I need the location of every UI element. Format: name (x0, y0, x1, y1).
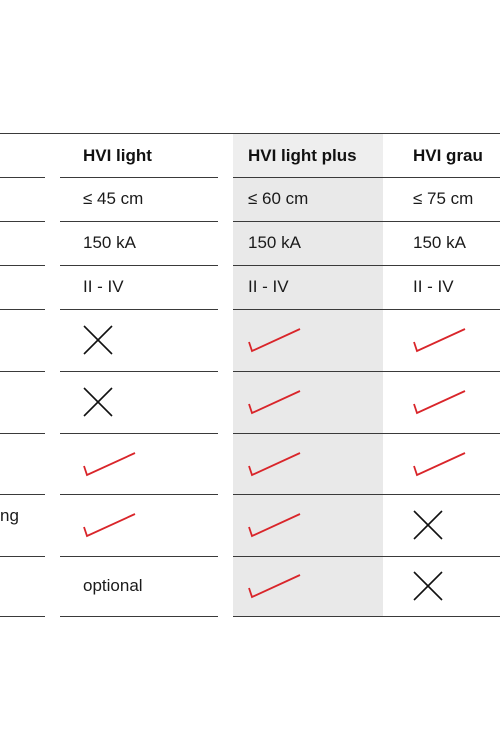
row-divider (60, 221, 218, 222)
row-divider (383, 221, 500, 222)
row-divider (60, 556, 218, 557)
table-cell: 150 kA (248, 233, 301, 252)
table-cell: II - IV (413, 277, 454, 296)
row-divider (383, 265, 500, 266)
column-header-hvi-light-plus: HVI light plus (248, 146, 357, 165)
row-divider (0, 221, 45, 222)
table-cell: optional (83, 576, 143, 595)
row-divider (233, 265, 383, 266)
row-divider (0, 265, 45, 266)
highlight-column-header-bg (233, 133, 383, 177)
check-icon (413, 451, 466, 476)
table-cell: ≤ 75 cm (413, 189, 474, 208)
cross-icon (83, 325, 113, 355)
row-divider (60, 494, 218, 495)
row-divider (383, 371, 500, 372)
row-divider (60, 371, 218, 372)
row-divider (0, 177, 45, 178)
row-divider (233, 494, 383, 495)
check-icon (248, 328, 301, 353)
row-divider (233, 371, 383, 372)
cross-icon (413, 571, 443, 601)
check-icon (248, 513, 301, 538)
table-cell: II - IV (248, 277, 289, 296)
table-cell: 150 kA (413, 233, 466, 252)
row-divider (0, 494, 45, 495)
row-divider (383, 433, 500, 434)
row-divider (383, 494, 500, 495)
table-cell: ≤ 45 cm (83, 189, 144, 208)
row-divider (233, 433, 383, 434)
row-divider (233, 221, 383, 222)
row-divider (233, 177, 383, 178)
table-bottom-rule (233, 616, 383, 617)
check-icon (248, 390, 301, 415)
check-icon (413, 390, 466, 415)
row-label-fragment: ng (0, 506, 19, 525)
row-divider (383, 556, 500, 557)
table-cell: ≤ 60 cm (248, 189, 309, 208)
check-icon (248, 451, 301, 476)
row-divider (0, 309, 45, 310)
column-header-hvi-grau: HVI grau (413, 146, 483, 165)
check-icon (83, 451, 136, 476)
row-divider (0, 371, 45, 372)
row-divider (383, 177, 500, 178)
table-bottom-rule (0, 616, 45, 617)
row-divider (233, 309, 383, 310)
row-divider (60, 309, 218, 310)
header-top-rule (0, 133, 500, 134)
row-divider (233, 556, 383, 557)
check-icon (413, 328, 466, 353)
column-header-hvi-light: HVI light (83, 146, 152, 165)
cross-icon (413, 510, 443, 540)
table-bottom-rule (60, 616, 218, 617)
row-divider (0, 556, 45, 557)
highlight-column-bg (233, 177, 383, 616)
table-bottom-rule (383, 616, 500, 617)
table-cell: II - IV (83, 277, 124, 296)
check-icon (83, 513, 136, 538)
row-divider (60, 177, 218, 178)
row-divider (60, 265, 218, 266)
row-divider (0, 433, 45, 434)
row-divider (383, 309, 500, 310)
cross-icon (83, 387, 113, 417)
row-divider (60, 433, 218, 434)
check-icon (248, 574, 301, 599)
table-cell: 150 kA (83, 233, 136, 252)
